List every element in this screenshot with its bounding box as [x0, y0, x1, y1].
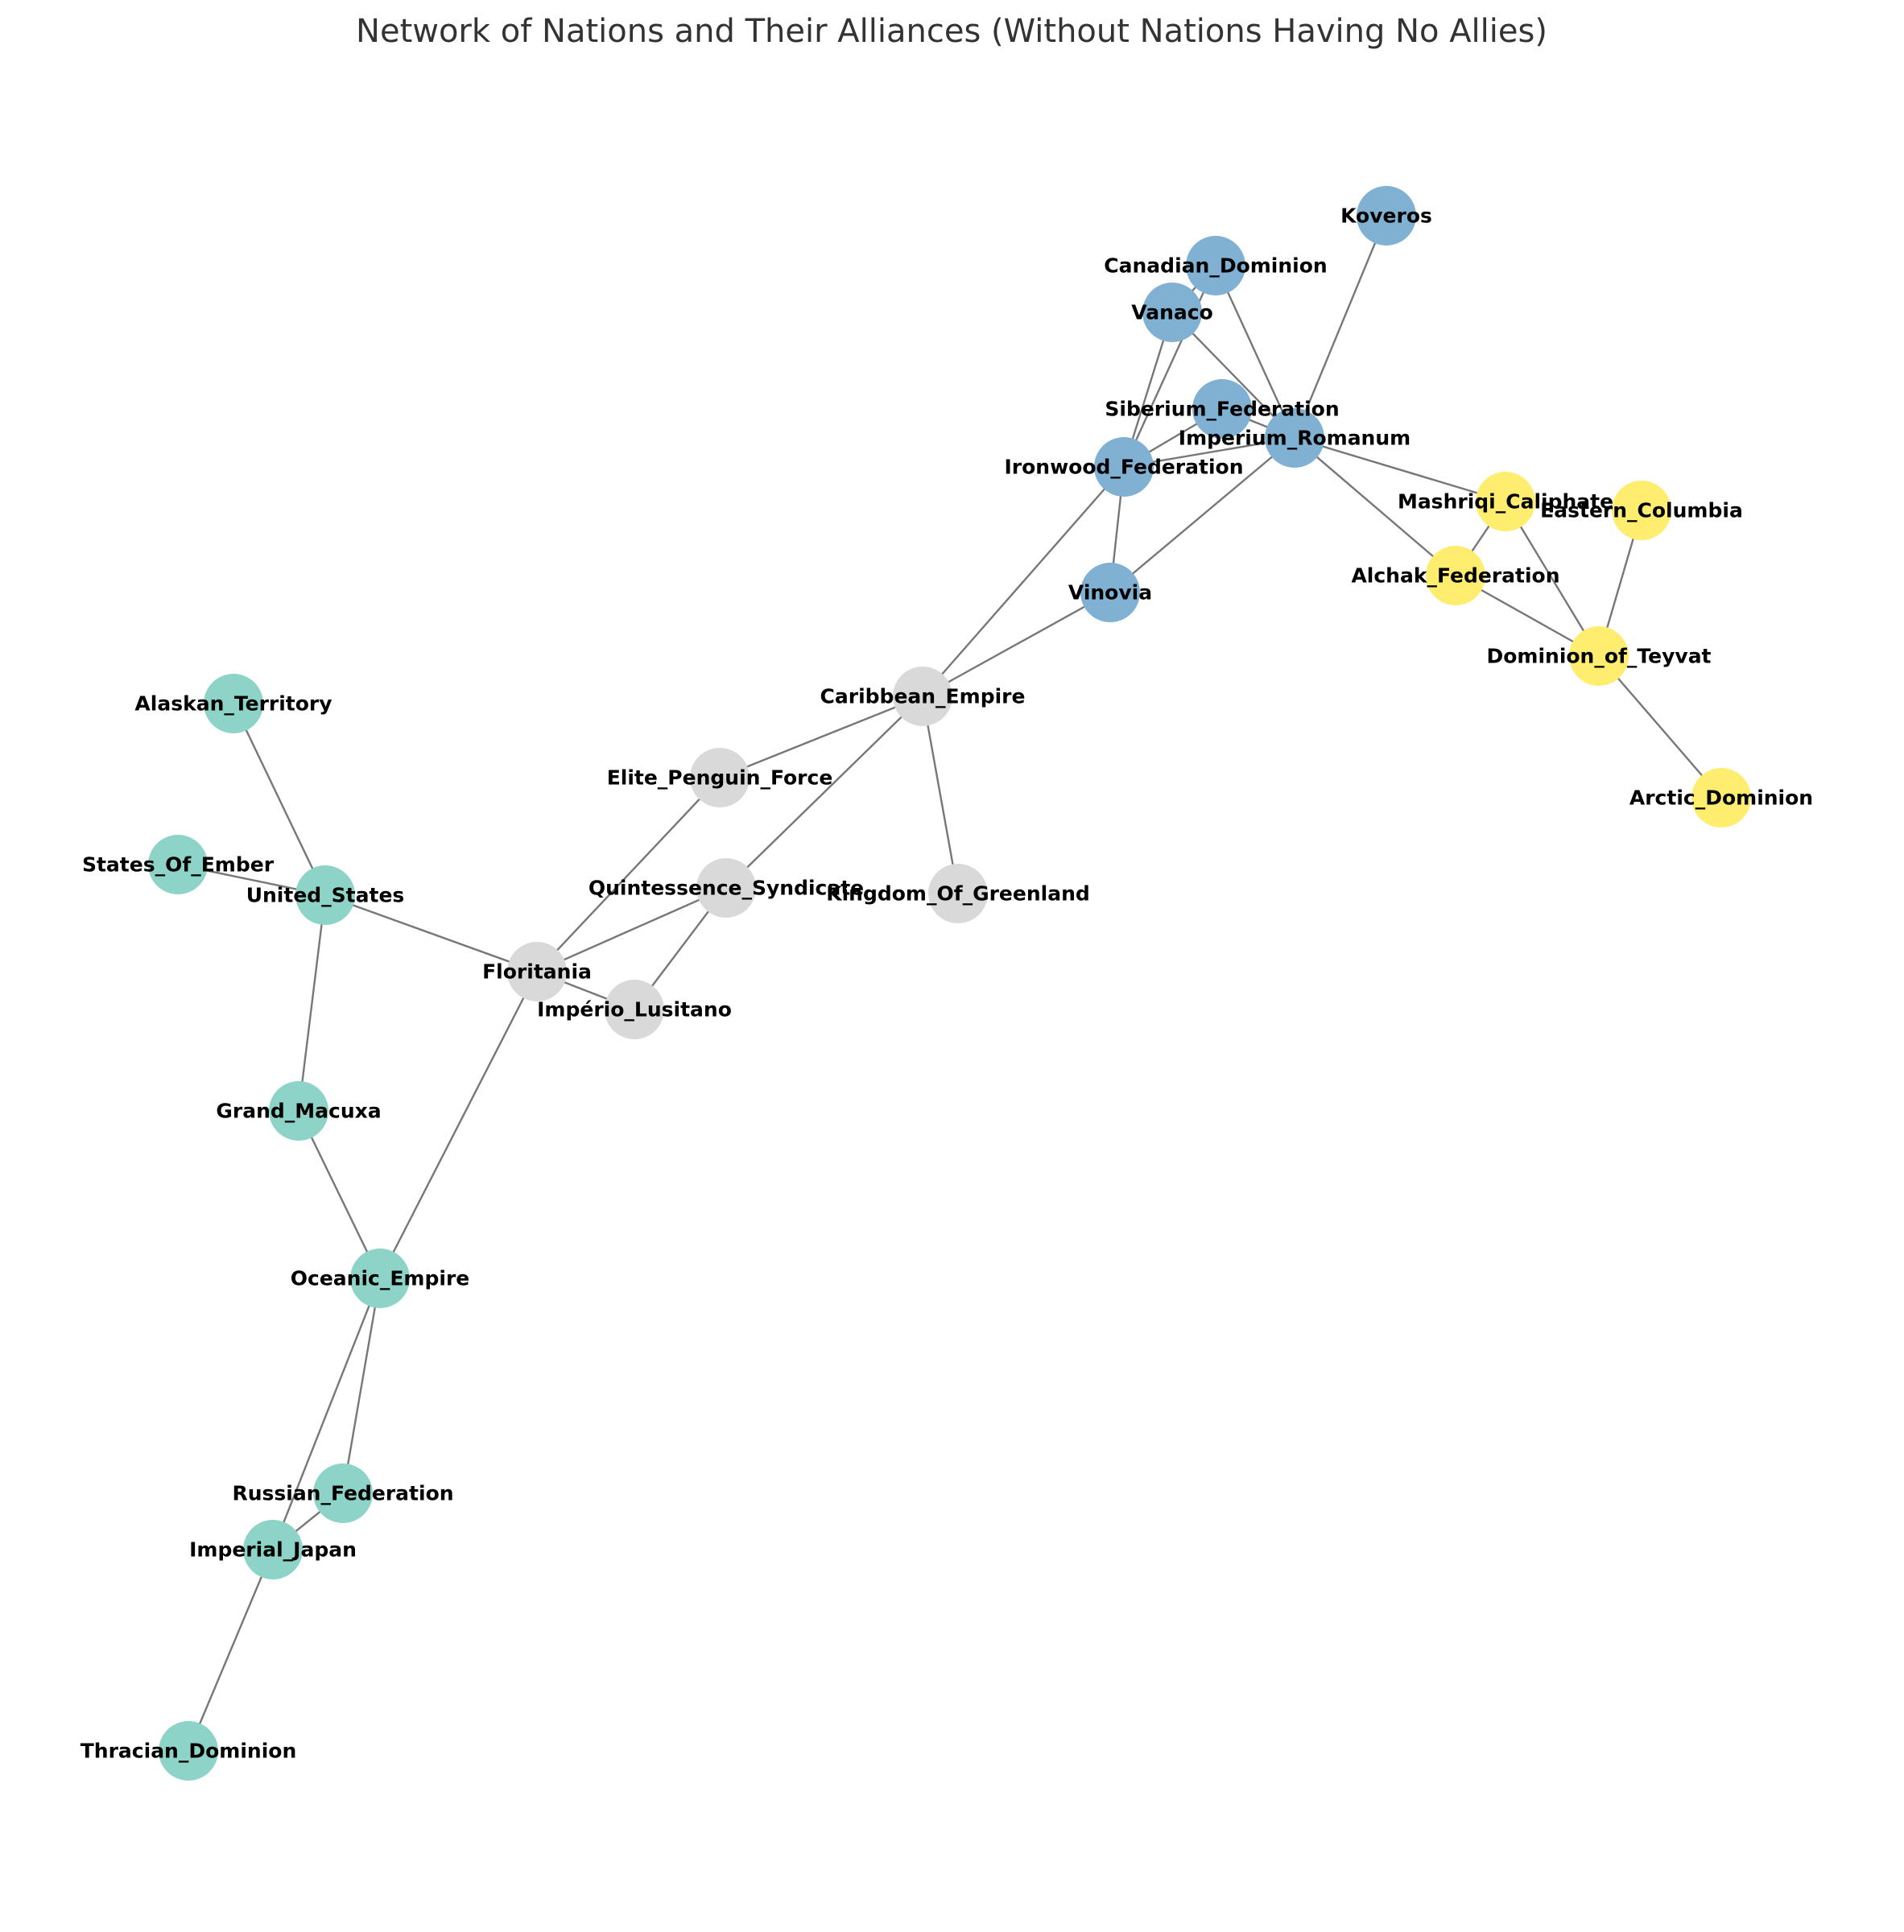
node-label-United_States: United_States [246, 884, 405, 907]
node-Siberium_Federation [1192, 379, 1252, 439]
node-Alaskan_Territory [204, 674, 263, 733]
node-Grand_Macuxa [269, 1081, 328, 1141]
node-label-Grand_Macuxa: Grand_Macuxa [216, 1100, 381, 1123]
edge-Canadian_Dominion-Imperium_Romanum [1214, 265, 1296, 439]
edge-Vinovia-Imperium_Romanum [1109, 437, 1295, 593]
edge-Canadian_Dominion-Ironwood_Federation [1122, 265, 1217, 468]
node-label-Quintessence_Syndicate: Quintessence_Syndicate [589, 877, 864, 900]
edge-Dominion_of_Teyvat-Arctic_Dominion [1598, 655, 1722, 799]
node-label-Floritania: Floritania [482, 960, 592, 984]
node-label-Vanaco: Vanaco [1131, 301, 1213, 324]
diagram-title: Network of Nations and Their Alliances (… [356, 13, 1547, 50]
node-Ironwood_Federation [1094, 437, 1154, 497]
edge-Quintessence_Syndicate-Floritania [536, 886, 727, 973]
node-States_Of_Ember [148, 835, 208, 894]
node-label-Siberium_Federation: Siberium_Federation [1105, 398, 1339, 421]
edge-Caribbean_Empire-Elite_Penguin_Force [719, 695, 923, 779]
labels-layer: Koveros Canadian_Dominion Vanaco Siberium_F… [81, 204, 1813, 1763]
edge-Floritania-United_States [324, 894, 538, 973]
node-Alchak_Federation [1426, 546, 1485, 605]
node-Koveros [1357, 186, 1416, 246]
node-label-Mashriqi_Caliphate: Mashriqi_Caliphate [1398, 490, 1613, 514]
node-label-Dominion_of_Teyvat: Dominion_of_Teyvat [1486, 645, 1711, 668]
node-Elite_Penguin_Force [690, 748, 750, 807]
node-Vinovia [1080, 563, 1140, 622]
edge-Oceanic_Empire-Russian_Federation [341, 1278, 382, 1494]
node-label-Imperial_Japan: Imperial_Japan [189, 1538, 357, 1562]
node-Canadian_Dominion [1186, 236, 1245, 295]
node-Quintessence_Syndicate [696, 858, 756, 918]
edge-Imperium_Romanum-Alchak_Federation [1294, 437, 1456, 576]
edge-Grand_Macuxa-Oceanic_Empire [297, 1110, 382, 1279]
nodes-layer [148, 186, 1751, 1781]
node-label-Imperium_Romanum: Imperium_Romanum [1179, 427, 1410, 450]
edge-Oceanic_Empire-Imperial_Japan [271, 1278, 382, 1550]
node-label-Alaskan_Territory: Alaskan_Territory [134, 692, 332, 716]
node-United_States [295, 865, 355, 925]
node-label-Kingdom_Of_Greenland: Kingdom_Of_Greenland [826, 882, 1090, 906]
node-Imperium_Romanum [1265, 408, 1324, 468]
edge-Caribbean_Empire-Kingdom_Of_Greenland [921, 696, 960, 894]
node-Mashriqi_Caliphate [1476, 472, 1535, 531]
node-Caribbean_Empire [893, 667, 952, 726]
edge-Ironwood_Federation-Caribbean_Empire [922, 466, 1125, 697]
node-label-Canadian_Dominion: Canadian_Dominion [1104, 254, 1327, 278]
node-Eastern_Columbia [1612, 481, 1671, 540]
node-Imperio_Lusitano [605, 980, 664, 1039]
edge-Imperial_Japan-Thracian_Dominion [187, 1549, 275, 1752]
edge-Elite_Penguin_Force-Floritania [536, 777, 721, 972]
node-label-Ironwood_Federation: Ironwood_Federation [1004, 456, 1243, 479]
node-Dominion_of_Teyvat [1569, 626, 1629, 686]
node-label-Oceanic_Empire: Oceanic_Empire [291, 1267, 469, 1290]
node-label-Koveros: Koveros [1340, 204, 1432, 228]
edge-Koveros-Imperium_Romanum [1293, 215, 1388, 439]
node-label-States_Of_Ember: States_Of_Ember [82, 853, 275, 877]
node-Kingdom_Of_Greenland [928, 864, 988, 923]
node-label-Caribbean_Empire: Caribbean_Empire [820, 685, 1026, 708]
node-Imperial_Japan [243, 1520, 303, 1579]
node-label-Imperio_Lusitano: Império_Lusitano [537, 998, 732, 1022]
node-Thracian_Dominion [159, 1721, 218, 1781]
node-Vanaco [1142, 283, 1202, 342]
node-Floritania [507, 942, 567, 1001]
node-label-Russian_Federation: Russian_Federation [232, 1482, 453, 1505]
edge-United_States-Grand_Macuxa [297, 894, 327, 1112]
edge-Vinovia-Caribbean_Empire [922, 591, 1111, 698]
node-label-Arctic_Dominion: Arctic_Dominion [1629, 786, 1813, 810]
node-label-Alchak_Federation: Alchak_Federation [1351, 564, 1559, 588]
node-Russian_Federation [313, 1463, 373, 1523]
node-Oceanic_Empire [350, 1249, 410, 1308]
edge-Floritania-Oceanic_Empire [378, 971, 539, 1279]
edge-Mashriqi_Caliphate-Dominion_of_Teyvat [1504, 501, 1600, 657]
node-label-Eastern_Columbia: Eastern_Columbia [1540, 499, 1743, 522]
edge-Alaskan_Territory-United_States [232, 703, 327, 896]
edge-Caribbean_Empire-Quintessence_Syndicate [725, 696, 923, 889]
node-label-Thracian_Dominion: Thracian_Dominion [81, 1740, 297, 1763]
edge-Imperium_Romanum-Mashriqi_Caliphate [1294, 436, 1506, 503]
node-Arctic_Dominion [1691, 768, 1751, 828]
node-label-Vinovia: Vinovia [1068, 581, 1152, 605]
node-label-Elite_Penguin_Force: Elite_Penguin_Force [607, 766, 833, 790]
